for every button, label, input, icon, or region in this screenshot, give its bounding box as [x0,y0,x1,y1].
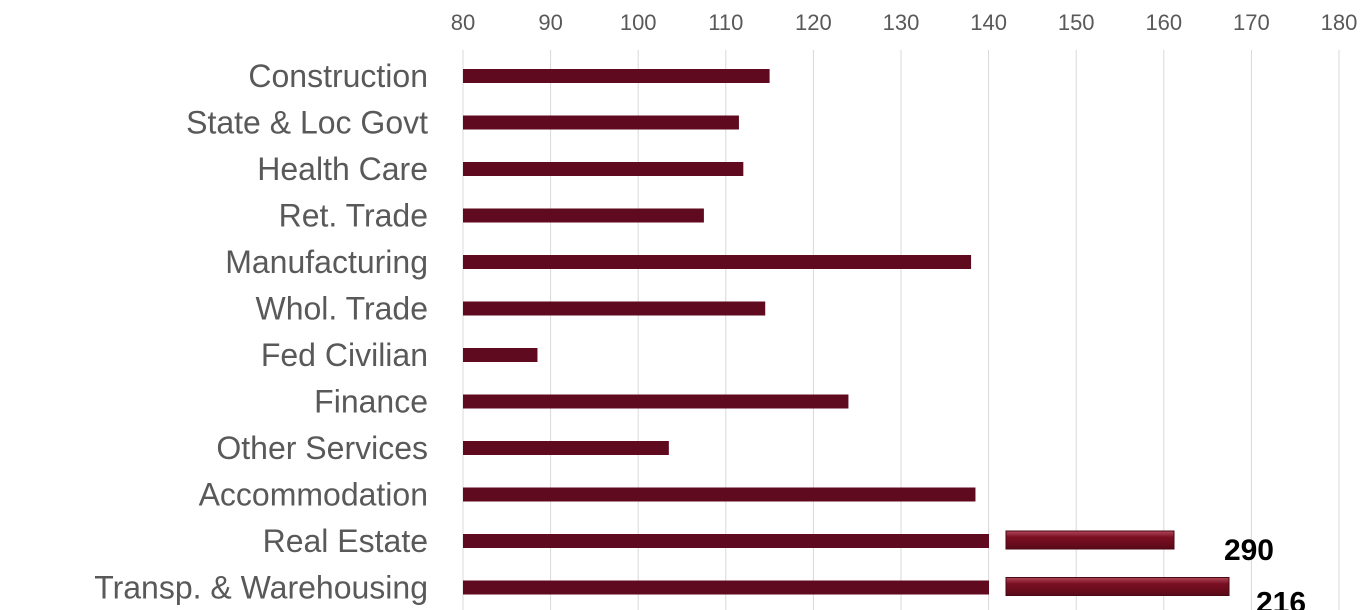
x-tick-label: 150 [1058,10,1095,35]
category-label: Transp. & Warehousing [94,570,428,606]
bar [463,115,739,130]
bar [463,348,538,362]
bar-broken-segment [1005,530,1175,550]
category-label: Real Estate [263,523,428,559]
category-label: Construction [248,58,428,94]
bar [463,441,669,455]
category-labels: Construction State & Loc Govt Health Care R… [94,58,428,606]
x-tick-label: 80 [451,10,475,35]
x-tick-label: 100 [620,10,657,35]
category-label: Health Care [257,151,428,187]
x-tick-label: 160 [1145,10,1182,35]
data-labels: 290 216 [1224,534,1306,610]
x-tick-label: 90 [538,10,562,35]
bar [463,69,770,83]
bar [463,487,976,502]
category-label: Whol. Trade [255,291,428,327]
bar [463,255,972,269]
data-label: 290 [1224,534,1274,567]
x-tick-label: 130 [883,10,920,35]
x-tick-label: 120 [795,10,832,35]
bar [463,534,989,548]
bars [463,69,1230,596]
bar [463,208,704,223]
category-label: Finance [314,384,428,420]
x-tick-label: 180 [1321,10,1358,35]
x-tick-label: 110 [708,10,743,35]
category-label: Accommodation [199,477,428,513]
bar [463,394,849,409]
bar [463,162,744,176]
category-label: Other Services [216,430,428,466]
data-label: 216 [1256,587,1306,610]
bar-broken-segment [1005,577,1230,596]
gridlines [462,50,1340,610]
bar [463,301,766,316]
category-label: Manufacturing [225,244,428,280]
category-label: State & Loc Govt [186,105,428,141]
category-label: Ret. Trade [279,198,428,234]
bar [463,580,989,595]
x-tick-label: 170 [1233,10,1270,35]
x-tick-label: 140 [970,10,1007,35]
x-axis-ticks: 80 90 100 110 120 130 140 150 160 170 180 [451,10,1358,35]
category-label: Fed Civilian [261,337,428,373]
